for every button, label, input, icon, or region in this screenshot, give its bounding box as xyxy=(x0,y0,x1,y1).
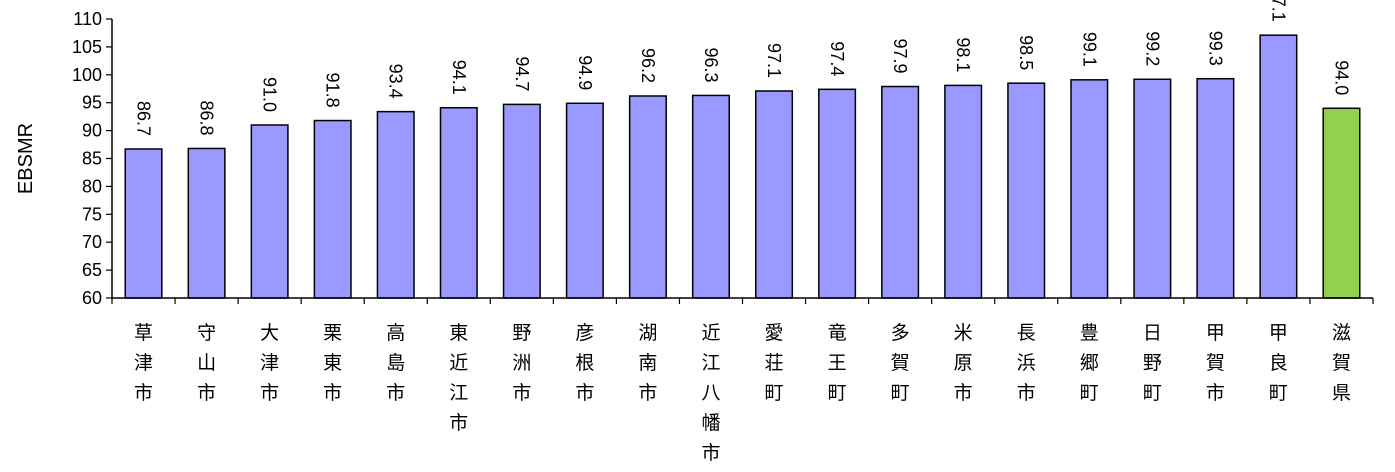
bars xyxy=(124,34,1361,299)
bar xyxy=(691,94,731,299)
data-label: 99.1 xyxy=(1079,32,1099,67)
x-tick-label: 竜王町 xyxy=(828,322,847,404)
x-tick-label: 守山市 xyxy=(197,322,216,404)
y-tick-label: 95 xyxy=(82,93,102,113)
data-label: 97.9 xyxy=(890,39,910,74)
x-tick-label: 甲賀市 xyxy=(1206,322,1225,404)
y-tick-label: 110 xyxy=(73,9,102,29)
data-label: 86.8 xyxy=(197,100,217,135)
bar xyxy=(1196,77,1235,299)
x-tick-label: 彦根市 xyxy=(575,322,594,404)
data-label: 93.4 xyxy=(386,64,406,99)
data-label: 86.7 xyxy=(134,101,154,136)
bar xyxy=(502,103,541,299)
data-label: 91.0 xyxy=(260,77,280,112)
y-tick-label: 80 xyxy=(82,176,102,196)
y-tick-label: 105 xyxy=(72,37,102,57)
data-label: 99.3 xyxy=(1205,31,1225,66)
x-axis-ticks xyxy=(111,298,1374,304)
y-tick-label: 75 xyxy=(82,204,102,224)
data-label: 91.8 xyxy=(323,73,343,108)
x-tick-label: 湖南市 xyxy=(638,322,657,404)
data-label: 99.2 xyxy=(1142,31,1162,66)
bar xyxy=(250,124,289,299)
data-label: 94.0 xyxy=(1331,60,1351,95)
data-label: 94.1 xyxy=(449,60,469,95)
bar xyxy=(1133,78,1172,299)
y-axis-ticks: 60 65 70 75 80 85 90 95 100 105 110 xyxy=(72,9,112,308)
bar xyxy=(1070,79,1109,299)
data-label: 97.1 xyxy=(764,43,784,78)
y-tick-label: 85 xyxy=(82,149,102,169)
bar xyxy=(1259,34,1298,299)
bar xyxy=(1007,82,1046,299)
x-tick-label: 東近江市 xyxy=(449,322,468,434)
data-label: 98.1 xyxy=(953,37,973,72)
data-label: 98.5 xyxy=(1016,35,1036,70)
x-tick-label: 多賀町 xyxy=(891,322,910,404)
bar xyxy=(376,110,415,299)
bar xyxy=(439,106,478,299)
y-axis-title: EBSMR xyxy=(15,123,37,194)
data-label: 97.4 xyxy=(827,41,847,76)
bar xyxy=(881,85,920,299)
bar xyxy=(944,84,983,299)
x-tick-label: 大津市 xyxy=(260,322,279,404)
category-labels: 草津市 守山市 大津市 栗東市 高島市 東近江市 野洲市 彦根市 湖南市 近江八幡市 愛荘町 竜王町 多… xyxy=(134,322,1351,464)
x-tick-label: 豊郷町 xyxy=(1080,322,1099,404)
bar xyxy=(565,102,604,299)
x-tick-label: 甲良町 xyxy=(1269,322,1288,404)
x-tick-label: 滋賀県 xyxy=(1332,322,1351,404)
bar xyxy=(818,88,857,299)
bar xyxy=(313,119,352,299)
data-label: 107.1 xyxy=(1268,0,1288,22)
x-tick-label: 愛荘町 xyxy=(765,322,784,404)
data-label: 96.2 xyxy=(638,48,658,83)
bar xyxy=(628,95,667,299)
x-tick-label: 長浜市 xyxy=(1017,322,1036,404)
x-tick-label: 米原市 xyxy=(954,322,973,404)
x-tick-label: 日野町 xyxy=(1143,322,1162,404)
y-tick-label: 70 xyxy=(82,232,102,252)
bar xyxy=(124,148,163,299)
bar xyxy=(1322,107,1361,299)
x-tick-label: 野洲市 xyxy=(512,322,531,404)
axes xyxy=(111,19,1373,299)
x-tick-label: 近江八幡市 xyxy=(701,322,720,464)
y-tick-label: 90 xyxy=(82,121,102,141)
x-tick-label: 高島市 xyxy=(386,322,405,404)
bar xyxy=(754,90,794,299)
data-label: 94.7 xyxy=(512,56,532,91)
x-tick-label: 草津市 xyxy=(134,322,153,404)
y-tick-label: 100 xyxy=(72,65,102,85)
value-labels: 86.7 86.8 91.0 91.8 93.4 94.1 94.7 94.9 96.2 96.3… xyxy=(134,0,1352,136)
x-tick-label: 栗東市 xyxy=(323,322,342,404)
data-label: 94.9 xyxy=(575,55,595,90)
y-tick-label: 60 xyxy=(82,288,102,308)
y-tick-label: 65 xyxy=(82,260,102,280)
bar xyxy=(187,147,226,299)
data-label: 96.3 xyxy=(701,47,721,82)
